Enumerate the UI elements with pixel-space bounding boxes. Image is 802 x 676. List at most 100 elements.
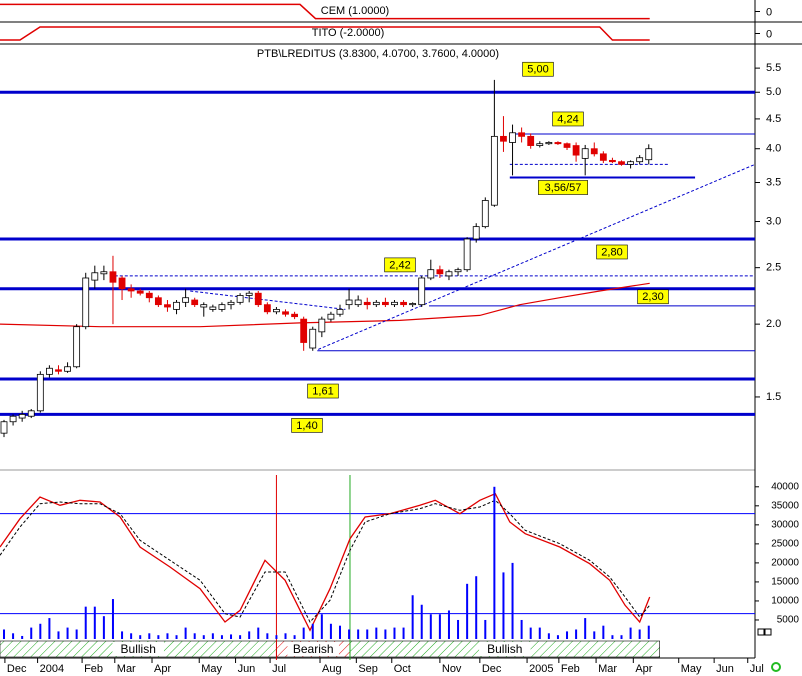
volume-bar <box>584 618 587 639</box>
y2-tick-label: 25000 <box>771 539 799 550</box>
candle-body <box>46 367 53 375</box>
level-label-box <box>637 289 669 305</box>
candle-body <box>309 328 317 349</box>
y-tick-label: 3.0 <box>766 215 781 227</box>
y-tick-label: 3.5 <box>766 176 781 188</box>
candle-body <box>127 288 135 292</box>
volume-bar <box>12 633 15 639</box>
level-label: 1,40 <box>296 420 317 432</box>
volume-bar <box>611 635 614 639</box>
candle-body <box>318 318 326 333</box>
volume-bar <box>420 604 423 639</box>
y2-tick-label: 15000 <box>771 577 799 588</box>
panel-title: CEM (1.0000) <box>321 5 389 17</box>
candle-body <box>391 301 398 306</box>
volume-bar <box>266 633 269 639</box>
candle-body <box>245 292 253 296</box>
volume-bar <box>575 629 578 639</box>
candle-body <box>627 161 634 165</box>
level-label-box <box>384 257 416 273</box>
volume-bar <box>493 486 496 639</box>
candle-body <box>218 304 226 310</box>
x-tick-label: Sep <box>358 663 378 675</box>
x-tick-label: Jul <box>272 663 286 675</box>
volume-bar <box>602 625 605 639</box>
indicator-line <box>0 26 650 41</box>
candle-body <box>527 135 535 146</box>
candle-body <box>436 269 444 275</box>
candle-body <box>336 308 344 315</box>
volume-bar <box>338 625 341 639</box>
volume-bar <box>66 627 69 639</box>
candle-body <box>500 135 507 142</box>
candle-body <box>545 142 553 145</box>
x-tick-label: Jun <box>716 663 734 675</box>
candle-body <box>572 145 580 156</box>
volume-bar <box>275 635 278 639</box>
volume-bar <box>629 627 632 639</box>
volume-bar <box>293 635 296 639</box>
candle-body <box>209 306 217 310</box>
y-tick-label: 5.5 <box>766 62 781 74</box>
x-tick-label: Dec <box>482 663 502 675</box>
volume-bar <box>211 633 214 639</box>
level-label: 4,24 <box>557 113 578 125</box>
candle-body <box>191 299 199 306</box>
level-label: 1,61 <box>312 385 333 397</box>
x-tick-label: Mar <box>117 663 136 675</box>
level-label: 2,42 <box>389 259 410 271</box>
x-tick-label: Jul <box>750 663 764 675</box>
y-tick-label: 4.5 <box>766 113 781 125</box>
volume-bar <box>302 627 305 639</box>
candle-body <box>109 271 117 283</box>
trendline <box>190 290 346 310</box>
icon <box>757 628 765 636</box>
volume-bar <box>202 635 205 639</box>
candle-body <box>73 326 81 368</box>
level-label-box <box>552 111 584 127</box>
candle-body <box>236 295 244 303</box>
candle-body <box>609 159 616 163</box>
candle-body <box>509 132 516 143</box>
candle-body <box>345 299 353 306</box>
volume-bar <box>2 629 5 639</box>
level-label: 5,00 <box>527 64 548 76</box>
level-label: 2,30 <box>642 291 663 303</box>
volume-bar <box>475 576 478 639</box>
volume-bar <box>366 629 369 639</box>
candle-body <box>418 277 426 306</box>
volume-bar <box>220 635 223 639</box>
candle-body <box>0 421 8 434</box>
volume-bar <box>175 635 178 639</box>
y-tick-label: 0 <box>766 28 772 40</box>
volume-bar <box>111 599 114 639</box>
candle-body <box>36 373 44 412</box>
x-tick-label: Dec <box>7 663 27 675</box>
candle-body <box>154 297 162 306</box>
level-label: 2,80 <box>601 246 622 258</box>
signal-label-bg <box>479 642 531 656</box>
y-tick-label: 2.0 <box>766 318 781 330</box>
candle-body <box>554 142 562 145</box>
candle-body <box>300 318 308 343</box>
level-label-box <box>307 383 339 399</box>
y2-tick-label: 40000 <box>771 481 799 492</box>
signal-label-bg <box>112 642 164 656</box>
candle-body <box>382 301 389 306</box>
volume-bar <box>384 629 387 639</box>
candle-body <box>227 301 235 306</box>
volume-bar <box>48 618 51 639</box>
x-tick-label: 2004 <box>40 663 64 675</box>
candle-body <box>327 313 335 320</box>
volume-bar <box>93 606 96 639</box>
candle-body <box>145 292 153 299</box>
candle-body <box>372 301 380 306</box>
candle-body <box>481 200 489 228</box>
x-tick-label: Feb <box>561 663 580 675</box>
volume-bar <box>166 633 169 639</box>
volume-bar <box>393 627 396 639</box>
moving-average <box>0 282 650 328</box>
x-tick-label: Aug <box>322 663 342 675</box>
candle-body <box>463 238 471 271</box>
candle-body <box>291 313 298 318</box>
